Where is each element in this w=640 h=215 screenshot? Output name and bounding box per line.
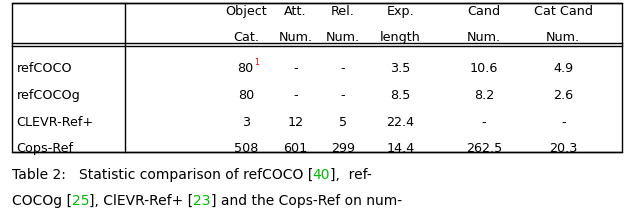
Text: Rel.: Rel.: [331, 5, 355, 18]
Text: 80: 80: [237, 62, 253, 75]
Bar: [12, 3, 622, 152]
Text: 25: 25: [72, 194, 89, 208]
Text: 80: 80: [238, 89, 255, 102]
Text: Table 2:   Statistic comparison of refCOCO [: Table 2: Statistic comparison of refCOCO…: [12, 168, 313, 182]
Text: -: -: [293, 89, 298, 102]
Text: 20.3: 20.3: [549, 142, 577, 155]
Text: Num.: Num.: [326, 31, 360, 44]
Text: Exp.: Exp.: [387, 5, 415, 18]
Text: 22.4: 22.4: [387, 116, 415, 129]
Text: Cat.: Cat.: [234, 31, 259, 44]
Text: Num.: Num.: [278, 31, 313, 44]
Text: 12: 12: [287, 116, 304, 129]
Text: Num.: Num.: [467, 31, 501, 44]
Text: -: -: [561, 116, 566, 129]
Text: 14.4: 14.4: [387, 142, 415, 155]
Text: refCOCOg: refCOCOg: [17, 89, 81, 102]
Text: 40: 40: [313, 168, 330, 182]
Text: Cops-Ref: Cops-Ref: [17, 142, 74, 155]
Text: Cand: Cand: [467, 5, 500, 18]
Text: 5: 5: [339, 116, 347, 129]
Text: COCOg [: COCOg [: [12, 194, 72, 208]
Text: length: length: [380, 31, 421, 44]
Text: ] and the Cops-Ref on num-: ] and the Cops-Ref on num-: [211, 194, 402, 208]
Text: 8.5: 8.5: [390, 89, 411, 102]
Text: ], ClEVR-Ref+ [: ], ClEVR-Ref+ [: [89, 194, 193, 208]
Text: Num.: Num.: [546, 31, 580, 44]
Text: 299: 299: [331, 142, 355, 155]
Text: Att.: Att.: [284, 5, 307, 18]
Text: 10.6: 10.6: [470, 62, 498, 75]
Text: -: -: [481, 116, 486, 129]
Text: -: -: [340, 89, 346, 102]
Text: CLEVR-Ref+: CLEVR-Ref+: [17, 116, 94, 129]
Text: 262.5: 262.5: [466, 142, 502, 155]
Text: 508: 508: [234, 142, 259, 155]
Text: Object: Object: [225, 5, 268, 18]
Text: 3: 3: [243, 116, 250, 129]
Text: ],  ref-: ], ref-: [330, 168, 372, 182]
Text: Cat Cand: Cat Cand: [534, 5, 593, 18]
Text: -: -: [293, 62, 298, 75]
Text: 4.9: 4.9: [553, 62, 573, 75]
Text: 8.2: 8.2: [474, 89, 494, 102]
Text: 1: 1: [254, 58, 259, 67]
Text: 23: 23: [193, 194, 211, 208]
Text: 3.5: 3.5: [390, 62, 411, 75]
Text: 2.6: 2.6: [553, 89, 573, 102]
Text: refCOCO: refCOCO: [17, 62, 72, 75]
Text: -: -: [340, 62, 346, 75]
Text: 601: 601: [284, 142, 308, 155]
